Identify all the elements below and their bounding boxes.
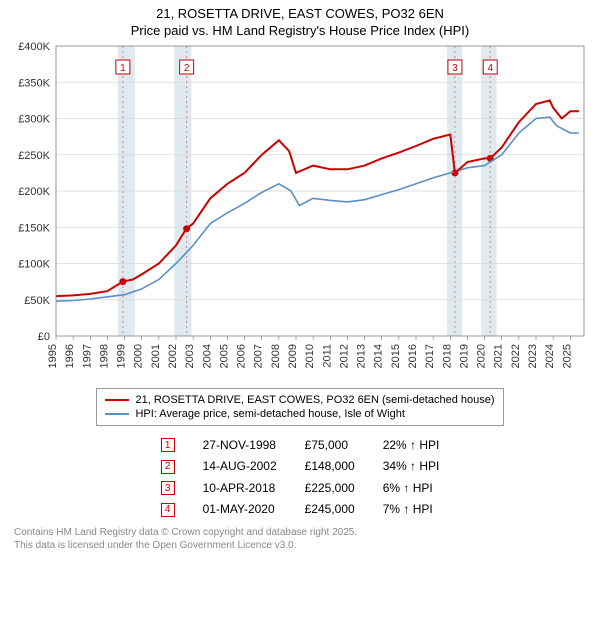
legend-label-red: 21, ROSETTA DRIVE, EAST COWES, PO32 6EN … bbox=[135, 394, 494, 406]
svg-text:£150K: £150K bbox=[18, 222, 50, 234]
svg-text:2022: 2022 bbox=[510, 344, 522, 368]
svg-text:1999: 1999 bbox=[116, 344, 128, 368]
legend-label-blue: HPI: Average price, semi-detached house,… bbox=[135, 408, 404, 420]
svg-text:2004: 2004 bbox=[201, 344, 213, 368]
chart-plot: £0 £50K £100K £150K £200K £250K £300K £350K £400… bbox=[10, 42, 588, 382]
transaction-marker: 3 bbox=[161, 481, 175, 495]
transaction-row: 2 14-AUG-2002£148,00034% ↑ HPI bbox=[147, 455, 454, 477]
svg-text:2018: 2018 bbox=[441, 344, 453, 368]
svg-text:2008: 2008 bbox=[270, 344, 282, 368]
svg-text:£250K: £250K bbox=[18, 150, 50, 162]
transaction-marker: 1 bbox=[161, 438, 175, 452]
svg-text:2019: 2019 bbox=[458, 344, 470, 368]
svg-text:1996: 1996 bbox=[64, 344, 76, 368]
transaction-marker: 4 bbox=[161, 503, 175, 517]
svg-text:£100K: £100K bbox=[18, 258, 50, 270]
svg-text:2012: 2012 bbox=[338, 344, 350, 368]
transaction-price: £245,000 bbox=[291, 498, 369, 520]
chart-container: 21, ROSETTA DRIVE, EAST COWES, PO32 6EN … bbox=[0, 0, 600, 560]
legend-swatch-blue bbox=[105, 413, 129, 415]
svg-text:2009: 2009 bbox=[287, 344, 299, 368]
transaction-row: 3 10-APR-2018£225,0006% ↑ HPI bbox=[147, 477, 454, 499]
svg-text:2007: 2007 bbox=[253, 344, 265, 368]
transaction-price: £225,000 bbox=[291, 477, 369, 499]
transaction-date: 10-APR-2018 bbox=[189, 477, 291, 499]
transaction-vs-hpi: 34% ↑ HPI bbox=[369, 455, 454, 477]
footer-line2: This data is licensed under the Open Gov… bbox=[14, 539, 586, 552]
svg-text:£400K: £400K bbox=[18, 42, 50, 53]
footer-line1: Contains HM Land Registry data © Crown c… bbox=[14, 526, 586, 539]
svg-text:2021: 2021 bbox=[493, 344, 505, 368]
svg-text:2003: 2003 bbox=[184, 344, 196, 368]
transaction-date: 01-MAY-2020 bbox=[189, 498, 291, 520]
svg-text:2011: 2011 bbox=[321, 344, 333, 368]
svg-text:2006: 2006 bbox=[236, 344, 248, 368]
legend: 21, ROSETTA DRIVE, EAST COWES, PO32 6EN … bbox=[96, 388, 503, 426]
svg-text:1995: 1995 bbox=[47, 344, 59, 368]
transaction-price: £148,000 bbox=[291, 455, 369, 477]
transaction-vs-hpi: 7% ↑ HPI bbox=[369, 498, 454, 520]
transaction-price: £75,000 bbox=[291, 434, 369, 456]
svg-text:£0: £0 bbox=[38, 331, 50, 343]
svg-text:2010: 2010 bbox=[304, 344, 316, 368]
transaction-marker: 2 bbox=[161, 460, 175, 474]
svg-text:£350K: £350K bbox=[18, 77, 50, 89]
chart-title-line1: 21, ROSETTA DRIVE, EAST COWES, PO32 6EN bbox=[10, 6, 590, 23]
svg-text:1997: 1997 bbox=[81, 344, 93, 368]
svg-text:2013: 2013 bbox=[356, 344, 368, 368]
svg-text:2025: 2025 bbox=[561, 344, 573, 368]
svg-text:2: 2 bbox=[184, 63, 190, 74]
svg-text:2015: 2015 bbox=[390, 344, 402, 368]
legend-row-blue: HPI: Average price, semi-detached house,… bbox=[105, 407, 494, 421]
svg-text:2024: 2024 bbox=[544, 344, 556, 368]
svg-text:2017: 2017 bbox=[424, 344, 436, 368]
svg-text:2002: 2002 bbox=[167, 344, 179, 368]
legend-row-red: 21, ROSETTA DRIVE, EAST COWES, PO32 6EN … bbox=[105, 393, 494, 407]
transactions-table: 1 27-NOV-1998£75,00022% ↑ HPI 2 14-AUG-2002… bbox=[147, 434, 454, 520]
legend-swatch-red bbox=[105, 399, 129, 401]
svg-text:2020: 2020 bbox=[476, 344, 488, 368]
svg-text:2023: 2023 bbox=[527, 344, 539, 368]
transaction-date: 14-AUG-2002 bbox=[189, 455, 291, 477]
transaction-vs-hpi: 6% ↑ HPI bbox=[369, 477, 454, 499]
svg-text:2001: 2001 bbox=[150, 344, 162, 368]
svg-text:2014: 2014 bbox=[373, 344, 385, 368]
svg-text:2005: 2005 bbox=[218, 344, 230, 368]
chart-title-line2: Price paid vs. HM Land Registry's House … bbox=[10, 23, 590, 38]
svg-text:1998: 1998 bbox=[98, 344, 110, 368]
svg-text:2016: 2016 bbox=[407, 344, 419, 368]
transaction-row: 1 27-NOV-1998£75,00022% ↑ HPI bbox=[147, 434, 454, 456]
transaction-vs-hpi: 22% ↑ HPI bbox=[369, 434, 454, 456]
svg-text:£50K: £50K bbox=[24, 295, 50, 307]
transaction-date: 27-NOV-1998 bbox=[189, 434, 291, 456]
svg-text:£300K: £300K bbox=[18, 113, 50, 125]
svg-text:4: 4 bbox=[487, 63, 493, 74]
svg-text:2000: 2000 bbox=[133, 344, 145, 368]
svg-text:3: 3 bbox=[452, 63, 458, 74]
footer: Contains HM Land Registry data © Crown c… bbox=[10, 526, 590, 552]
svg-text:1: 1 bbox=[120, 63, 126, 74]
transaction-row: 4 01-MAY-2020£245,0007% ↑ HPI bbox=[147, 498, 454, 520]
svg-text:£200K: £200K bbox=[18, 186, 50, 198]
